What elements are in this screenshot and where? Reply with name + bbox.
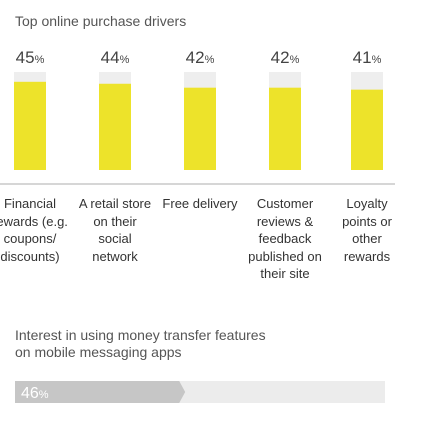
value-label: 41%	[353, 48, 382, 67]
bar	[99, 83, 131, 170]
bar	[351, 89, 383, 170]
category-label: A retail store on their social network	[78, 196, 152, 264]
bar	[14, 81, 46, 170]
value-label: 44%	[101, 48, 130, 67]
chart-title: Top online purchase drivers	[15, 13, 187, 29]
value-label: 45%	[16, 48, 45, 67]
category-label: Financial rewards (e.g. coupons/ discoun…	[0, 196, 68, 264]
value-label: 42%	[186, 48, 215, 67]
value-label: 46%	[21, 385, 49, 402]
bar	[269, 87, 301, 170]
category-label: Free delivery	[162, 196, 238, 211]
category-label: Loyalty points or other rewards	[342, 196, 392, 264]
bar	[184, 87, 216, 170]
progress-bar	[15, 381, 186, 403]
chart-title: Interest in using money transfer feature…	[15, 327, 266, 360]
value-label: 42%	[271, 48, 300, 67]
category-label: Customer reviews & feedback published on…	[248, 196, 322, 281]
